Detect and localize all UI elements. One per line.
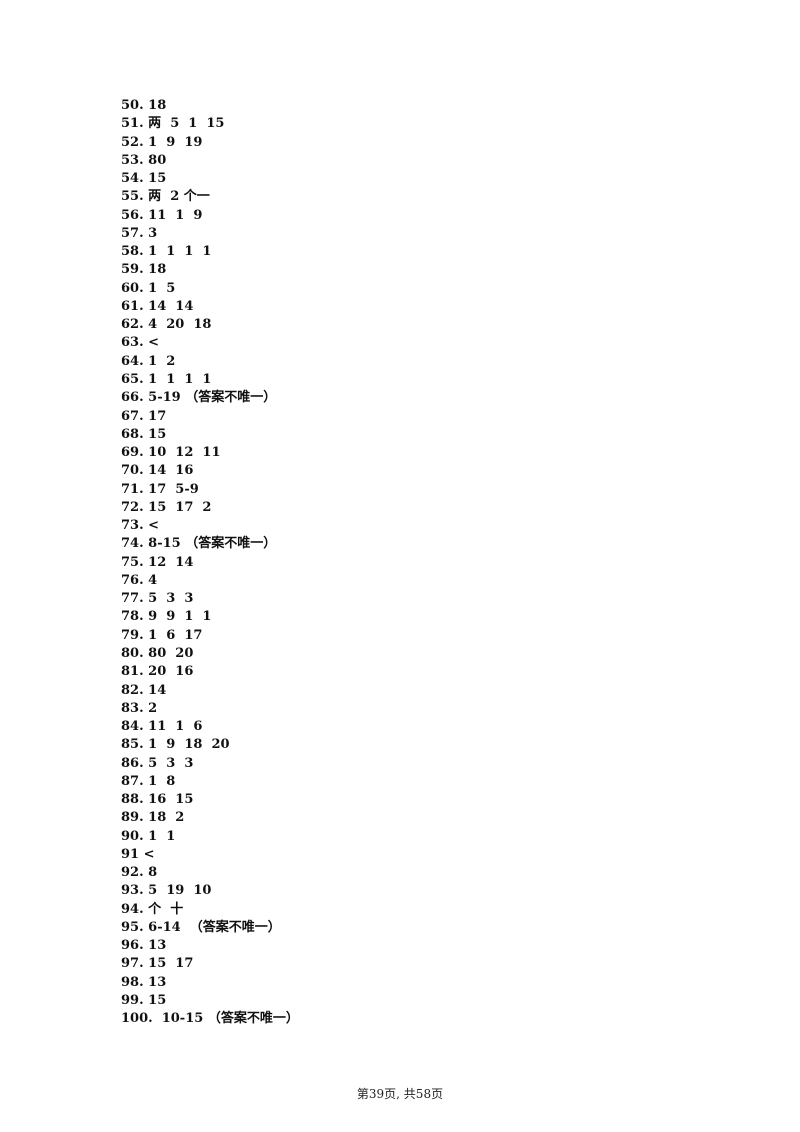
answer-line: 81. 20 16 [121,664,194,680]
answer-line: 61. 14 14 [121,298,194,314]
answer-line: 66. 5-19 （答案不唯一） [121,390,277,406]
answer-line: 67. 17 [121,408,167,424]
answer-line: 64. 1 2 [121,353,176,369]
answer-line: 95. 6-14 （答案不唯一） [121,919,281,935]
answer-line: 80. 80 20 [121,645,194,661]
answer-line: 71. 17 5-9 [121,481,199,497]
answer-line: 99. 15 [121,993,167,1009]
answer-line: 97. 15 17 [121,956,194,972]
answer-line: 98. 13 [121,974,167,990]
answer-line: 50. 18 [121,98,167,113]
answer-line: 91 < [121,846,155,862]
answer-line: 72. 15 17 2 [121,499,212,515]
answer-line: 75. 12 14 [121,554,194,570]
answer-line: 68. 15 [121,426,167,442]
answer-line: 51. 两 5 1 15 [121,116,225,132]
answer-line: 56. 11 1 9 [121,207,203,223]
answer-line: 70. 14 16 [121,463,194,479]
answer-line: 74. 8-15 （答案不唯一） [121,536,277,552]
answer-line: 54. 15 [121,171,167,187]
answer-line: 88. 16 15 [121,792,194,808]
answer-line: 84. 11 1 6 [121,719,203,735]
answer-line: 69. 10 12 11 [121,445,221,461]
answer-line: 60. 1 5 [121,280,176,296]
answer-line: 78. 9 9 1 1 [121,609,212,625]
answer-line: 76. 4 [121,572,158,588]
answer-line: 62. 4 20 18 [121,317,212,333]
answer-line: 52. 1 9 19 [121,134,203,150]
answer-line: 53. 80 [121,152,167,168]
answer-line: 96. 13 [121,938,167,954]
answer-line: 85. 1 9 18 20 [121,737,230,753]
answer-line: 59. 18 [121,262,167,278]
answer-line: 58. 1 1 1 1 [121,244,212,260]
answer-line: 65. 1 1 1 1 [121,371,212,387]
answer-line: 100. 10-15 （答案不唯一） [121,1011,299,1027]
answer-line: 86. 5 3 3 [121,755,194,771]
answer-line: 83. 2 [121,700,158,716]
answer-line: 57. 3 [121,225,158,241]
answer-line: 63. < [121,335,160,351]
answer-line: 73. < [121,518,160,534]
answer-line: 92. 8 [121,865,158,881]
answer-line: 89. 18 2 [121,810,185,826]
answer-line: 93. 5 19 10 [121,883,212,899]
page-number: 第39页, 共58页 [356,1087,444,1101]
answer-line: 87. 1 8 [121,773,176,789]
answer-line: 90. 1 1 [121,828,176,844]
answer-line: 79. 1 6 17 [121,627,203,643]
answer-line: 55. 两 2 个一 [121,189,210,205]
answer-line: 77. 5 3 3 [121,591,194,607]
answer-line: 94. 个 十 [121,901,184,917]
answer-line: 82. 14 [121,682,167,698]
answer-list: 50. 18 51. 两 5 1 15 52. 1 9 19 53. 80 54. 15… [121,97,299,1029]
